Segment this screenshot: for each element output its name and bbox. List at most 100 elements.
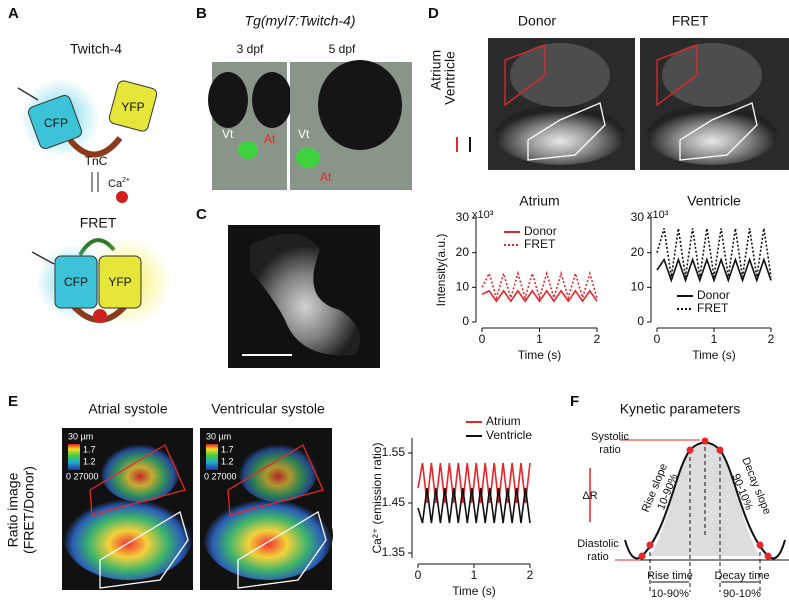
panel-title: Kynetic parameters bbox=[620, 401, 741, 417]
x-tick-label: 1 bbox=[711, 332, 718, 346]
legend-label: Atrium bbox=[486, 414, 521, 428]
eye bbox=[252, 72, 292, 128]
heart-signal bbox=[238, 141, 258, 159]
protein-label: YFP bbox=[108, 275, 131, 289]
x-tick-label: 2 bbox=[527, 568, 534, 582]
label: ΔR bbox=[582, 490, 597, 502]
x-tick-label: 0 bbox=[654, 332, 661, 346]
y-axis-title: Ca²⁺ (emission ratio) bbox=[370, 442, 384, 553]
roi-label: Atrium bbox=[428, 50, 444, 90]
legend-label: Ventricle bbox=[486, 428, 532, 442]
panel-title: Twitch-4 bbox=[70, 41, 122, 57]
legend-label: FRET bbox=[524, 237, 556, 251]
series-line bbox=[481, 270, 598, 301]
label: 5 dpf bbox=[329, 42, 356, 56]
label: Decay time bbox=[714, 570, 769, 582]
image-title: Ventricular systole bbox=[211, 401, 325, 417]
label: Rise time bbox=[647, 570, 693, 582]
legend-label: Donor bbox=[697, 288, 730, 302]
label: Diastolic bbox=[577, 538, 619, 550]
label: 3 dpf bbox=[237, 42, 264, 56]
label: Vt bbox=[298, 127, 310, 141]
y-tick-label: 20 bbox=[631, 245, 645, 259]
label: Vt bbox=[222, 127, 234, 141]
panel-letter: A bbox=[8, 5, 19, 22]
scale-label: 30 µm bbox=[68, 431, 93, 441]
panel-letter: B bbox=[196, 5, 207, 22]
panel-title: Tg(myl7:Twitch-4) bbox=[245, 13, 356, 29]
chart-title: Ventricle bbox=[687, 193, 741, 209]
colorbar-label: 0 27000 bbox=[66, 471, 99, 481]
legend-label: Donor bbox=[524, 224, 557, 238]
x-axis-title: Time (s) bbox=[692, 348, 736, 362]
label: TnC bbox=[85, 154, 108, 168]
calcium-ion bbox=[116, 191, 128, 203]
ratio-image bbox=[62, 428, 193, 590]
x-tick-label: 1 bbox=[536, 332, 543, 346]
label: Ca bbox=[108, 178, 123, 190]
series-line bbox=[417, 487, 531, 524]
axis-title: (FRET/Donor) bbox=[21, 466, 37, 554]
colorbar-label: 1.7 bbox=[221, 444, 234, 454]
y-tick-label: 0 bbox=[462, 314, 469, 328]
image-title: Donor bbox=[518, 13, 556, 29]
panel-letter: C bbox=[196, 206, 207, 223]
legend-label: FRET bbox=[697, 301, 729, 315]
image-title: FRET bbox=[672, 13, 709, 29]
cfp-cylinder bbox=[27, 94, 83, 150]
y-tick-label: 10 bbox=[631, 280, 645, 294]
x-tick-label: 2 bbox=[594, 332, 601, 346]
colorbar-label: 1.2 bbox=[83, 456, 96, 466]
protein-label: CFP bbox=[44, 116, 68, 130]
yfp-cylinder bbox=[108, 80, 158, 132]
series-line bbox=[656, 257, 772, 283]
calcium-ion bbox=[93, 309, 107, 323]
eye bbox=[208, 72, 248, 128]
x-tick-label: 1 bbox=[471, 568, 478, 582]
x-axis-title: Time (s) bbox=[452, 584, 496, 598]
label: 2+ bbox=[122, 177, 130, 184]
yfp-cylinder bbox=[98, 255, 142, 309]
protein-label: CFP bbox=[64, 275, 88, 289]
y-tick-label: 1.45 bbox=[382, 495, 406, 509]
label: ratio bbox=[599, 444, 620, 456]
label: 10-90% bbox=[651, 588, 689, 600]
label: FRET bbox=[80, 215, 117, 231]
eye bbox=[318, 60, 402, 150]
panel-letter: F bbox=[570, 393, 579, 410]
colorbar-label: 0 27000 bbox=[204, 471, 237, 481]
arrow bbox=[17, 87, 39, 101]
x-tick-label: 2 bbox=[768, 332, 775, 346]
y-tick-label: 30 bbox=[456, 210, 470, 224]
panel-letter: E bbox=[8, 393, 18, 410]
colorbar-label: 1.2 bbox=[221, 456, 234, 466]
series-line bbox=[481, 289, 598, 303]
chart-title: Atrium bbox=[519, 193, 559, 209]
arrow bbox=[31, 251, 55, 265]
label: 90-10% bbox=[723, 588, 761, 600]
equilibrium-arrows bbox=[91, 172, 99, 192]
ratio-image bbox=[200, 428, 333, 590]
x-axis-title: Time (s) bbox=[518, 348, 562, 362]
label: At bbox=[264, 132, 276, 146]
panel-letter: D bbox=[428, 5, 439, 22]
protein-label: YFP bbox=[121, 100, 144, 114]
image-title: Atrial systole bbox=[88, 401, 168, 417]
x-tick-label: 0 bbox=[479, 332, 486, 346]
y-tick-label: 30 bbox=[631, 210, 645, 224]
roi-label: Ventricle bbox=[442, 51, 458, 105]
kinetics-diagram bbox=[589, 437, 789, 592]
y-multiplier: x10³ bbox=[647, 209, 669, 221]
heart-signal bbox=[296, 148, 320, 168]
axis-title: Ratio image bbox=[5, 472, 21, 547]
y-tick-label: 1.35 bbox=[382, 545, 406, 559]
y-tick-label: 1.55 bbox=[382, 445, 406, 459]
fret-image bbox=[640, 38, 789, 170]
y-axis-title: Intensity(a.u.) bbox=[434, 234, 448, 307]
y-tick-label: 10 bbox=[456, 280, 470, 294]
y-tick-label: 0 bbox=[637, 314, 644, 328]
x-tick-label: 0 bbox=[415, 568, 422, 582]
label: At bbox=[320, 170, 332, 184]
series-line bbox=[656, 228, 772, 278]
